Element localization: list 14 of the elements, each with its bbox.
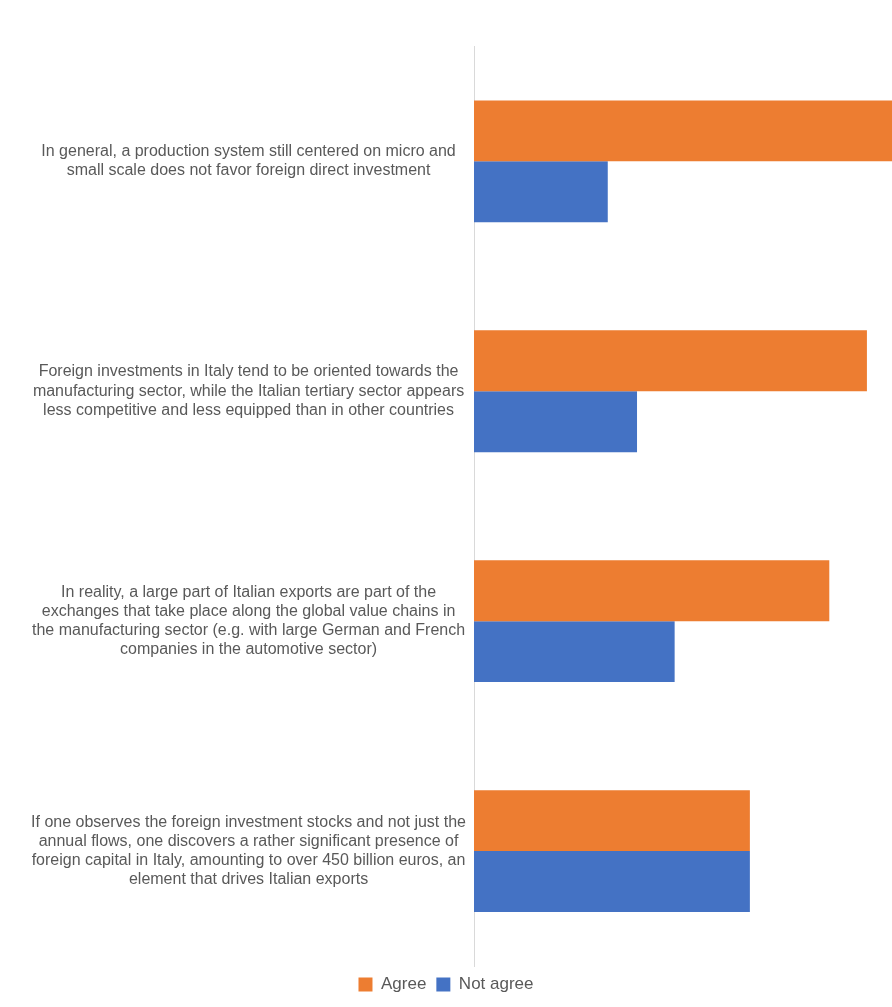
- bar: [474, 851, 750, 912]
- bar: [474, 330, 867, 392]
- y-tick-label: If one observes the foreign investment stocks and not just the annual flows, one discovers a rather significant presence of foreign capital in Italy, amounting to over 450 billion euros, an element that drives Italian exports: [31, 812, 467, 888]
- bar: [474, 100, 892, 162]
- y-tick-label: Foreign investments in Italy tend to be oriented towards the manufacturing sector, while the Italian tertiary sector appears less competitive and less equipped than in other countries: [32, 362, 465, 418]
- y-tick-label: In reality, a large part of Italian exports are part of the exchanges that take place along the global value chains in the manufacturing sector (e.g. with large German and French companies in the automotive sector): [31, 582, 466, 658]
- bar: [474, 560, 830, 622]
- bar: [474, 161, 608, 223]
- bar: [474, 621, 675, 683]
- bar: [474, 391, 638, 453]
- bar: [474, 790, 750, 852]
- legend-label: Agree: [380, 974, 427, 994]
- y-tick-label: In general, a production system still centered on micro and small scale does not favor foreign direct investment: [41, 142, 456, 179]
- legend-label: Not agree: [458, 974, 534, 994]
